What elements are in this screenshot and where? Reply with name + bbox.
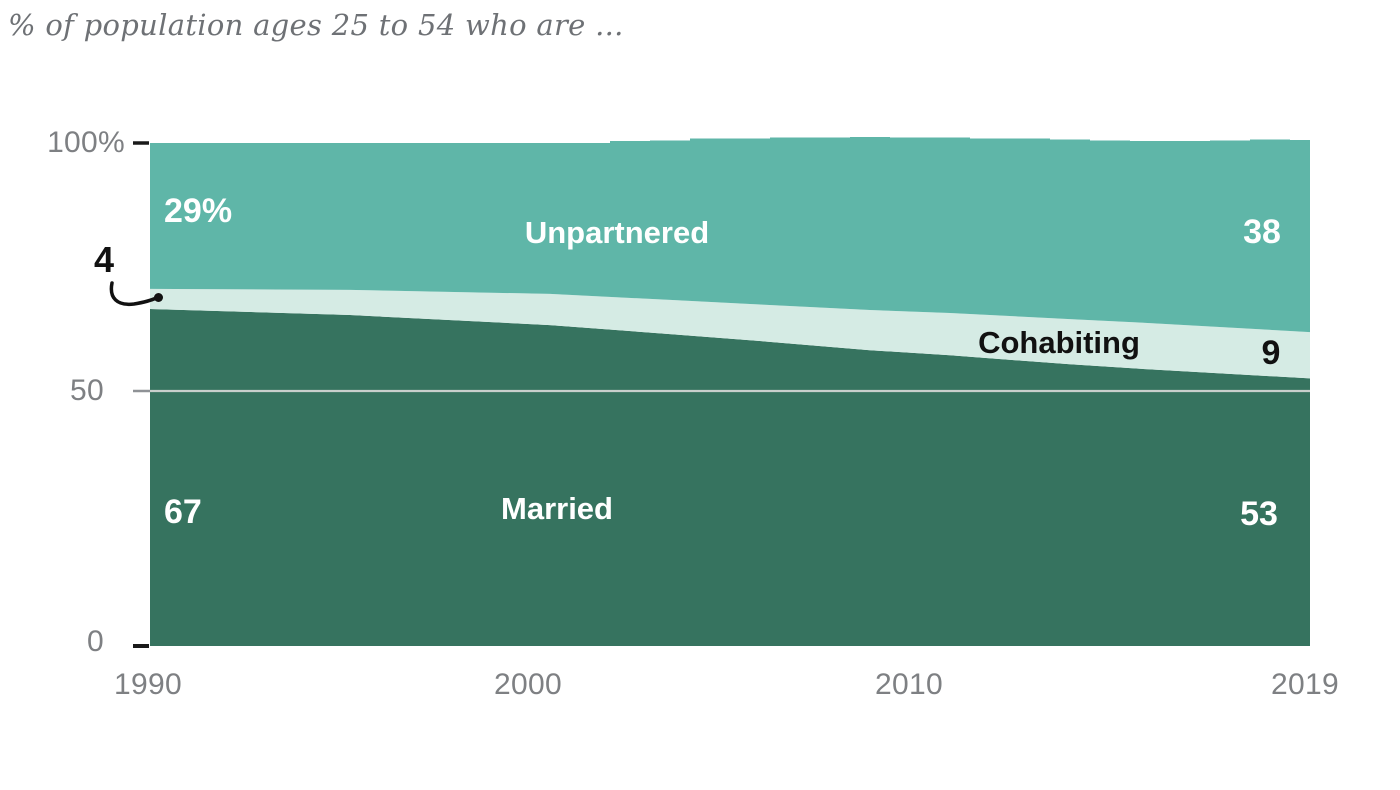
area-unpartnered [150, 137, 1310, 333]
unpartnered-series-label: Unpartnered [524, 215, 710, 250]
cohabiting-start-value: 4 [93, 239, 115, 280]
cohabiting-callout-line [109, 281, 158, 307]
chart-title: % of population ages 25 to 54 who are ..… [8, 8, 624, 42]
y-axis-label-100: 100% [47, 126, 125, 159]
x-axis-label-2000: 2000 [494, 668, 562, 701]
cohabiting-callout-dot [154, 293, 163, 302]
x-axis-label-1990: 1990 [114, 668, 182, 701]
unpartnered-end-value: 38 [1243, 213, 1281, 251]
cohabiting-end-value: 9 [1261, 334, 1281, 372]
married-series-label: Married [501, 491, 613, 526]
y-axis-label-0: 0 [87, 625, 104, 658]
y-axis-label-50: 50 [70, 374, 104, 407]
x-axis-label-2019: 2019 [1271, 668, 1339, 701]
unpartnered-start-value: 29% [164, 192, 233, 230]
area-cohabiting [150, 288, 1310, 379]
married-end-value: 53 [1240, 495, 1278, 533]
cohabiting-series-label: Cohabiting [978, 325, 1140, 360]
x-axis-label-2010: 2010 [875, 668, 943, 701]
married-start-value: 67 [164, 493, 202, 531]
area-married [150, 309, 1310, 646]
